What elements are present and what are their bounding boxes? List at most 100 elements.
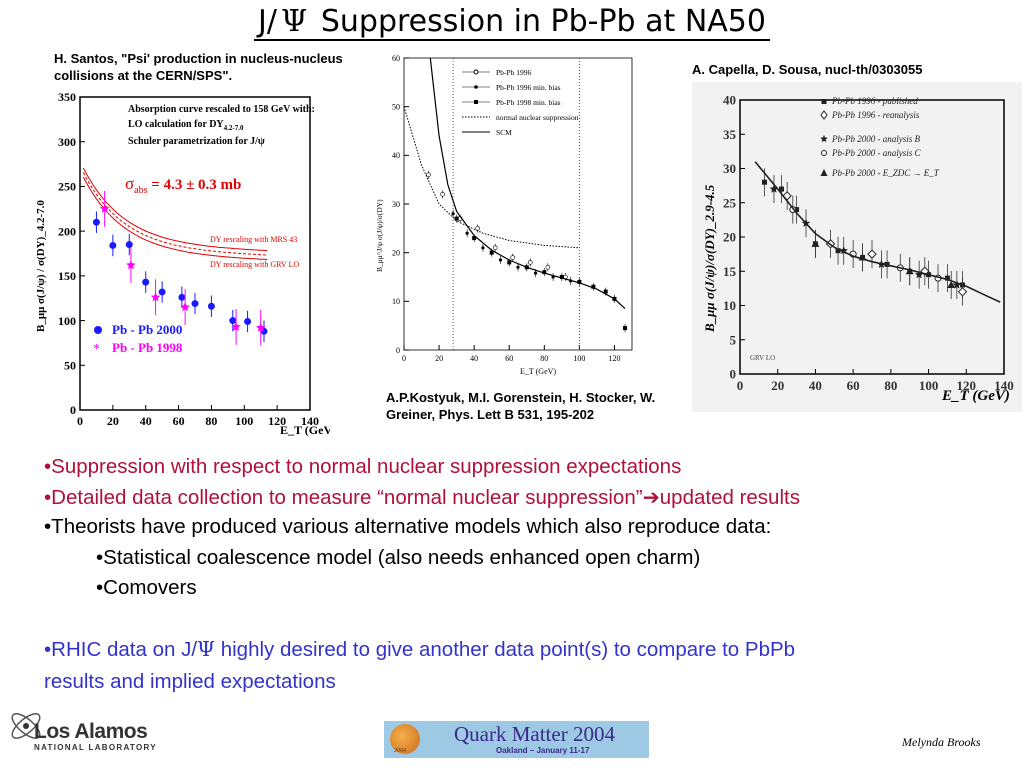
chart-middle-legend-label: Pb-Pb 1998 min. bias: [496, 98, 561, 107]
chart-left-ytick-label: 50: [64, 358, 76, 372]
chart-right-point: [905, 267, 914, 275]
author-signature: Melynda Brooks: [902, 735, 981, 749]
chart-left-xtick-label: 60: [173, 414, 185, 428]
chart-left-ytick-label: 100: [58, 314, 76, 328]
bullet-3a: •Statistical coalescence model (also nee…: [96, 546, 701, 569]
chart-middle-curve-4: [429, 57, 626, 310]
bullet-1: •Suppression with respect to normal nucl…: [44, 455, 682, 478]
qm-year: 2004: [394, 748, 406, 754]
chart-left-point-2000: [229, 317, 237, 325]
chart-right-legend-label: Pb-Pb 2000 - analysis C: [831, 148, 921, 158]
chart-right-point: [952, 280, 962, 289]
chart-right-xtick-label: 80: [884, 378, 897, 393]
chart-middle-xtick-label: 120: [608, 354, 620, 363]
chart-middle-legend-label: Pb-Pb 1996: [496, 68, 531, 77]
chart-middle-point: [510, 255, 516, 260]
bullet-2: •Detailed data collection to measure “no…: [44, 485, 800, 509]
chart-right-legend-marker: [820, 110, 828, 120]
chart-left-plot-frame: [79, 96, 311, 411]
chart-right-ytick-label: 35: [723, 127, 737, 142]
chart-middle-point: [440, 191, 445, 197]
chart-middle-xtick-label: 0: [402, 354, 406, 363]
chart-middle-point: [622, 326, 627, 331]
chart-middle-legend-label: normal nuclear suppression: [496, 113, 579, 122]
chart-right-point: [769, 184, 779, 193]
chart-middle-point: [465, 231, 469, 235]
chart-right-legend-marker: [820, 169, 828, 176]
chart-right-corner-label: GRV LO: [750, 354, 775, 362]
reference-right: A. Capella, D. Sousa, nucl-th/0303055: [692, 62, 923, 77]
chart-right-xtick-label: 140: [994, 378, 1014, 393]
chart-middle: 0 20 40 60 80 100 120 0 10 20 30 40 50 60 Pb-Pb 1996 Pb…: [375, 54, 633, 376]
chart-right-point: [867, 249, 877, 259]
chart-right-legend-marker: [821, 150, 827, 156]
chart-right-ytick-label: 20: [723, 230, 736, 245]
chart-right-xtick-label: 20: [771, 378, 784, 393]
chart-left-ylabel: B_μμ σ(J/ψ) / σ(DY)_4.2-7.0: [35, 200, 47, 332]
chart-middle-ytick-label: 10: [392, 297, 400, 306]
chart-middle-point: [591, 284, 596, 289]
chart-middle-ytick-label: 50: [392, 102, 400, 111]
chart-left-ytick-label: 250: [58, 180, 76, 194]
arrow-icon: ➔: [642, 485, 660, 509]
chart-right-xtick-label: 0: [737, 378, 744, 393]
chart-middle-ytick-label: 30: [392, 200, 400, 209]
chart-right-xtick-label: 100: [919, 378, 939, 393]
chart-middle-point: [507, 260, 512, 265]
chart-middle-legend-marker: [474, 85, 478, 89]
chart-left-point-2000: [109, 241, 117, 249]
chart-left-sigma-label: σabs = 4.3 ± 0.3 mb: [125, 174, 241, 196]
chart-middle-curve-3: [403, 106, 580, 249]
chart-right-point: [778, 186, 784, 192]
bullet-3b: •Comovers: [96, 576, 197, 599]
chart-right-ytick-label: 5: [730, 332, 737, 347]
chart-right-point: [914, 270, 924, 279]
chart-middle-point: [454, 216, 459, 221]
chart-left-ytick-label: 0: [70, 403, 76, 417]
chart-left-point-2000: [207, 302, 215, 310]
chart-left-xtick-label: 100: [235, 414, 253, 428]
chart-left-curve-label-mrs: DY rescaling with MRS 43: [210, 235, 297, 244]
chart-right-ytick-label: 40: [723, 93, 736, 108]
chart-middle-point: [527, 260, 533, 265]
chart-middle-ytick-label: 0: [396, 346, 400, 355]
chart-middle-xtick-label: 40: [470, 354, 478, 363]
chart-right-point: [762, 179, 768, 185]
chart-left-legend-1998: Pb - Pb 1998: [112, 340, 183, 355]
chart-left-xtick-label: 0: [77, 414, 83, 428]
chart-middle-ytick-label: 20: [392, 248, 400, 257]
reference-middle: A.P.Kostyuk, M.I. Gorenstein, H. Stocker…: [386, 390, 656, 422]
chart-left-point-2000: [244, 317, 252, 325]
chart-left-annotation-1: Absorption curve rescaled to 158 GeV wit…: [128, 104, 315, 115]
chart-left-annotation-2: LO calculation for DY4.2-7.0: [128, 119, 244, 132]
chart-left-ytick-label: 150: [58, 269, 76, 283]
chart-right-ytick-label: 30: [723, 161, 736, 176]
chart-middle-point: [559, 275, 564, 279]
chart-middle-legend-marker: [473, 69, 479, 75]
chart-middle-point: [516, 265, 520, 269]
chart-middle-point: [542, 270, 547, 275]
chart-left-annotation-3: Schuler parametrization for J/ψ: [128, 136, 265, 147]
chart-right-ytick-label: 25: [723, 195, 737, 210]
chart-left-point-1998: [126, 260, 136, 270]
chart-right-xtick-label: 60: [847, 378, 860, 393]
chart-left-xtick-label: 140: [301, 414, 319, 428]
chart-middle-xtick-label: 100: [573, 354, 585, 363]
chart-middle-point: [475, 226, 480, 231]
chart-middle-xlabel: E_T (GeV): [520, 367, 556, 376]
chart-middle-point: [545, 264, 551, 270]
chart-left-point-2000: [92, 218, 100, 226]
quark-matter-banner: 2004 Quark Matter 2004 Oakland – January…: [384, 721, 649, 758]
chart-left-point-2000: [125, 241, 133, 249]
chart-middle-xtick-label: 60: [505, 354, 513, 363]
los-alamos-logo: Los Alamos NATIONAL LABORATORY: [4, 700, 164, 756]
chart-left-point-2000: [142, 278, 150, 286]
chart-middle-point: [451, 212, 455, 216]
bullet-3: •Theorists have produced various alterna…: [44, 515, 772, 538]
chart-left-xlabel: E_T (GeV): [280, 423, 330, 437]
chart-middle-point: [489, 250, 494, 255]
atom-icon: [11, 713, 41, 739]
chart-left-absorption-curve: [82, 167, 268, 252]
chart-right-legend-marker: [820, 135, 828, 143]
chart-middle-point: [426, 172, 431, 178]
